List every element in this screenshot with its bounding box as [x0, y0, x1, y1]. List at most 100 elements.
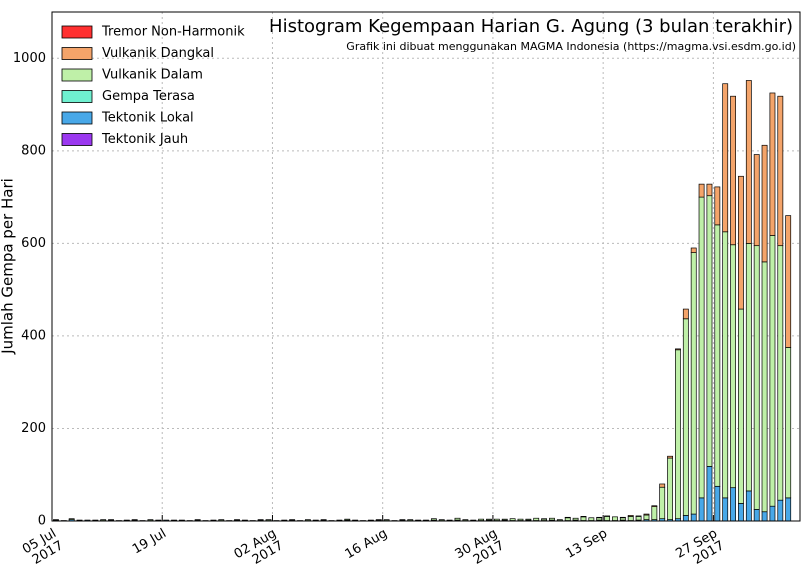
legend-label: Tektonik Jauh	[101, 132, 188, 147]
bar-segment	[549, 517, 555, 521]
bar-segment	[769, 92, 776, 236]
bar-segment	[785, 497, 792, 522]
bar-segment	[509, 518, 516, 521]
bar-segment	[698, 196, 705, 499]
bar-segment	[478, 518, 485, 521]
bar-segment	[722, 497, 729, 522]
bar-segment	[777, 245, 784, 501]
y-tick-label: 1000	[13, 51, 46, 66]
bar-segment	[627, 515, 634, 517]
plot-frame	[51, 11, 801, 522]
bar-segment	[690, 513, 697, 522]
bar-segment	[643, 514, 650, 520]
bar-segment	[738, 308, 744, 504]
bar-segment	[667, 455, 673, 459]
bar-segment	[682, 308, 689, 320]
bar-segment	[659, 486, 666, 520]
bar-segment	[580, 516, 587, 521]
bar-segment	[501, 518, 508, 521]
bar-segment	[690, 252, 697, 515]
bar-segment	[604, 516, 611, 521]
bar-segment	[706, 183, 713, 197]
bar-segment	[785, 215, 792, 348]
bar-segment	[769, 235, 776, 507]
legend-label: Vulkanik Dalam	[102, 68, 203, 83]
bar-segment	[761, 144, 768, 263]
bar-segment	[777, 95, 784, 247]
bar-segment	[438, 519, 445, 521]
legend-label: Gempa Terasa	[102, 89, 195, 104]
bar-segment	[730, 487, 736, 522]
bar-segment	[462, 519, 469, 521]
legend-swatch	[61, 90, 93, 103]
bar-segment	[383, 519, 390, 521]
bar-segment	[682, 515, 689, 522]
y-axis-label: Jumlah Gempa per Hari	[0, 178, 17, 355]
bar-segment	[564, 517, 571, 521]
legend-label: Vulkanik Dangkal	[102, 46, 214, 61]
bar-segment	[753, 509, 760, 522]
chart-title: Histogram Kegempaan Harian G. Agung (3 b…	[269, 16, 793, 37]
y-tick-label: 800	[21, 143, 46, 158]
bar-segment	[556, 519, 563, 521]
bar-segment	[643, 513, 650, 516]
bar-segment	[714, 485, 721, 522]
bar-segment	[265, 519, 272, 521]
bar-segment	[761, 261, 768, 513]
y-tick-label: 600	[21, 236, 46, 251]
bar-segment	[777, 499, 784, 522]
bar-segment	[304, 519, 311, 521]
bar-segment	[698, 183, 705, 198]
bar-segment	[675, 348, 681, 351]
bar-segment	[627, 516, 634, 521]
bar-segment	[730, 95, 736, 246]
legend-swatch	[61, 25, 93, 39]
legend-swatch	[61, 47, 93, 60]
bar-segment	[738, 503, 744, 522]
y-tick-label: 200	[21, 421, 46, 436]
bar-segment	[738, 175, 744, 310]
bar-segment	[651, 505, 658, 508]
bar-segment	[714, 186, 721, 226]
bar-segment	[454, 517, 461, 521]
bar-segment	[517, 518, 524, 521]
legend-swatch	[61, 133, 93, 146]
bar-segment	[769, 505, 776, 522]
bar-segment	[100, 519, 107, 521]
legend-swatch	[61, 111, 93, 125]
bar-segment	[722, 231, 729, 499]
bar-segment	[659, 483, 666, 488]
bar-segment	[635, 516, 642, 521]
bar-segment	[706, 195, 713, 467]
bar-segment	[147, 519, 154, 521]
bar-segment	[698, 497, 705, 522]
legend-label: Tremor Non-Harmonik	[101, 25, 245, 40]
bar-segment	[714, 224, 721, 487]
y-tick-label: 400	[21, 328, 46, 343]
bar-segment	[753, 154, 760, 247]
bar-segment	[761, 511, 768, 522]
bar-segment	[745, 80, 752, 244]
bar-segment	[525, 518, 532, 521]
bar-segment	[486, 518, 492, 521]
bar-segment	[651, 506, 658, 520]
bar-segment	[675, 349, 681, 520]
bar-segment	[722, 83, 729, 233]
bar-segment	[533, 517, 540, 521]
bar-segment	[690, 247, 697, 253]
bar-segment	[745, 490, 752, 522]
y-tick-label: 0	[38, 514, 46, 529]
bar-segment	[407, 519, 414, 521]
legend-label: Tektonik Lokal	[101, 111, 194, 126]
bar-segment	[572, 517, 579, 521]
bar-segment	[682, 318, 689, 516]
bar-segment	[745, 243, 752, 492]
bar-segment	[785, 347, 792, 499]
bar-segment	[612, 516, 618, 521]
bar-segment	[430, 518, 437, 521]
legend-swatch	[61, 68, 93, 82]
bar-segment	[218, 519, 225, 521]
bar-segment	[68, 518, 75, 520]
